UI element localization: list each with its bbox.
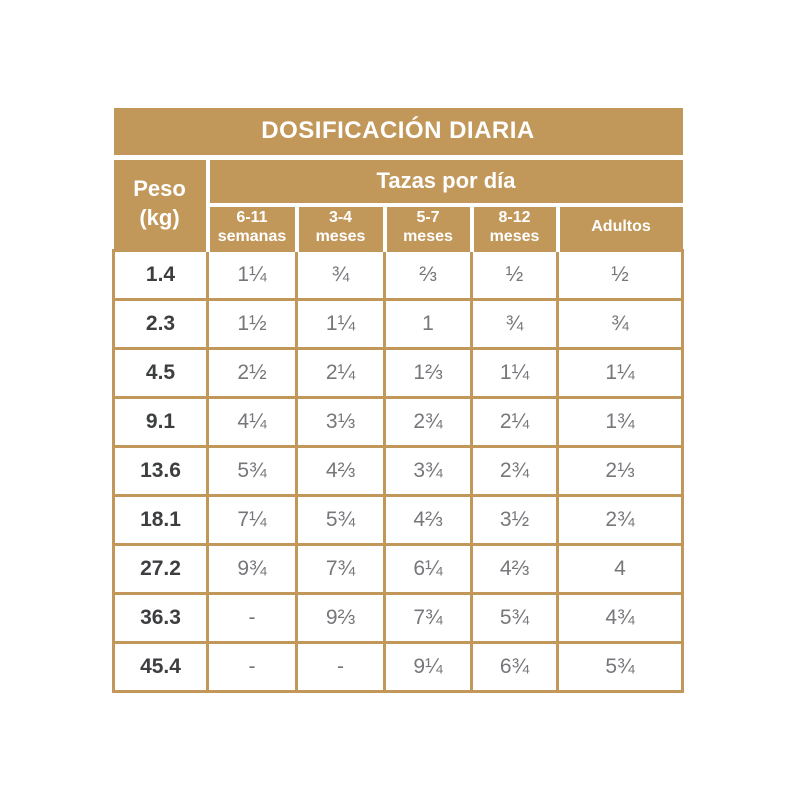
col-header-6-11-semanas: 6-11 semanas (205, 205, 297, 250)
value-cell: 3¾ (383, 444, 473, 497)
table-row: 4.5 2½ 2¼ 1⅔ 1¼ 1¼ (112, 346, 685, 399)
value-cell: 7¾ (295, 542, 386, 595)
weight-cell: 1.4 (112, 248, 209, 301)
col-header-8-12-meses: 8-12 meses (469, 205, 558, 250)
value-cell: 4⅔ (295, 444, 386, 497)
table-row: 2.3 1½ 1¼ 1 ¾ ¾ (112, 297, 685, 350)
value-cell: 1⅔ (383, 346, 473, 399)
value-cell: 2⅓ (555, 444, 685, 497)
value-cell: 4 (555, 542, 685, 595)
weight-cell: 13.6 (112, 444, 209, 497)
value-cell: ½ (555, 248, 685, 301)
value-cell: 2½ (206, 346, 298, 399)
value-cell: 2¼ (295, 346, 386, 399)
value-cell: 7¼ (206, 493, 298, 546)
col-header-line1: 6-11 (236, 208, 268, 226)
value-cell: 2¾ (383, 395, 473, 448)
table-row: 13.6 5¾ 4⅔ 3¾ 2¾ 2⅓ (112, 444, 685, 497)
value-cell: 9¾ (206, 542, 298, 595)
value-cell: 2¾ (470, 444, 559, 497)
value-cell: ¾ (470, 297, 559, 350)
table-row: 1.4 1¼ ¾ ⅔ ½ ½ (112, 248, 685, 301)
table-row: 27.2 9¾ 7¾ 6¼ 4⅔ 4 (112, 542, 685, 595)
value-cell: 1¼ (295, 297, 386, 350)
table-header: DOSIFICACIÓN DIARIA Peso (kg) Tazas por … (113, 108, 683, 250)
value-cell: 7¾ (383, 591, 473, 644)
weight-cell: 18.1 (112, 493, 209, 546)
weight-cell: 36.3 (112, 591, 209, 644)
table-row: 9.1 4¼ 3⅓ 2¾ 2¼ 1¾ (112, 395, 685, 448)
col-header-line2: meses (489, 227, 540, 245)
value-cell: - (206, 591, 298, 644)
col-header-5-7-meses: 5-7 meses (382, 205, 472, 250)
value-cell: 1¼ (470, 346, 559, 399)
col-header-line1: Adultos (591, 218, 651, 236)
value-cell: ¾ (555, 297, 685, 350)
col-header-line1: 8-12 (498, 208, 531, 226)
value-cell: ¾ (295, 248, 386, 301)
col-header-line1: 3-4 (328, 208, 353, 226)
value-cell: 3⅓ (295, 395, 386, 448)
value-cell: 1¾ (555, 395, 685, 448)
value-cell: 6¼ (383, 542, 473, 595)
table-row: 36.3 - 9⅔ 7¾ 5¾ 4¾ (112, 591, 685, 644)
weight-header-line2: (kg) (139, 205, 180, 230)
value-cell: 1½ (206, 297, 298, 350)
value-cell: - (295, 640, 386, 693)
col-header-3-4-meses: 3-4 meses (294, 205, 385, 250)
weight-cell: 4.5 (112, 346, 209, 399)
value-cell: 5¾ (295, 493, 386, 546)
table-title: DOSIFICACIÓN DIARIA (113, 108, 683, 160)
value-cell: - (206, 640, 298, 693)
table-body: 1.4 1¼ ¾ ⅔ ½ ½ 2.3 1½ 1¼ 1 ¾ ¾ 4.5 2½ 2¼… (112, 248, 685, 693)
col-header-line1: 5-7 (416, 208, 440, 226)
value-cell: 4⅔ (470, 542, 559, 595)
weight-header-line1: Peso (133, 176, 186, 202)
value-cell: 1¼ (206, 248, 298, 301)
col-header-line2: semanas (217, 227, 287, 245)
weight-cell: 9.1 (112, 395, 209, 448)
value-cell: 6¾ (470, 640, 559, 693)
value-cell: 5¾ (470, 591, 559, 644)
value-cell: 9¼ (383, 640, 473, 693)
weight-column-header: Peso (kg) (113, 157, 210, 250)
value-cell: ½ (470, 248, 559, 301)
value-cell: 3½ (470, 493, 559, 546)
value-cell: 2¾ (555, 493, 685, 546)
weight-cell: 27.2 (112, 542, 209, 595)
value-cell: 5¾ (206, 444, 298, 497)
value-cell: 5¾ (555, 640, 685, 693)
value-cell: 4¼ (206, 395, 298, 448)
col-header-adultos: Adultos (555, 205, 683, 250)
value-cell: 1¼ (555, 346, 685, 399)
col-header-line2: meses (315, 227, 366, 245)
col-header-line2: meses (403, 227, 453, 245)
value-cell: 4¾ (555, 591, 685, 644)
daily-dosage-table: DOSIFICACIÓN DIARIA Peso (kg) Tazas por … (112, 108, 685, 693)
value-cell: 4⅔ (383, 493, 473, 546)
value-cell: ⅔ (383, 248, 473, 301)
value-cell: 2¼ (470, 395, 559, 448)
weight-cell: 45.4 (112, 640, 209, 693)
weight-cell: 2.3 (112, 297, 209, 350)
value-cell: 9⅔ (295, 591, 386, 644)
cups-per-day-header: Tazas por día (205, 157, 683, 207)
table-row: 18.1 7¼ 5¾ 4⅔ 3½ 2¾ (112, 493, 685, 546)
value-cell: 1 (383, 297, 473, 350)
table-row: 45.4 - - 9¼ 6¾ 5¾ (112, 640, 685, 693)
